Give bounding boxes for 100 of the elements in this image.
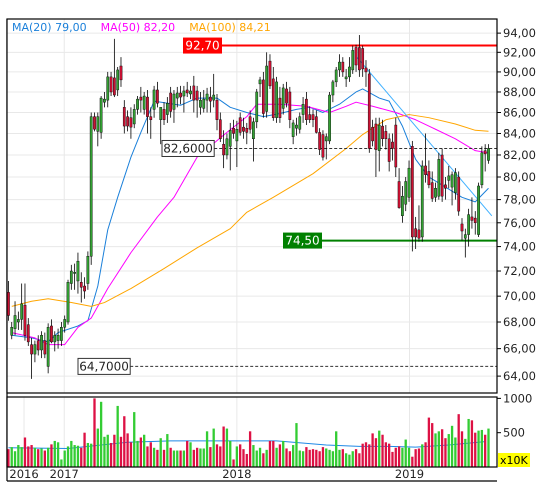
bar — [428, 418, 430, 467]
candlestick — [40, 330, 43, 359]
y-tick-label: 1000 — [503, 391, 532, 406]
y-tick-label: 500 — [503, 426, 525, 440]
candlestick — [139, 86, 142, 113]
bar — [421, 444, 424, 467]
candlestick — [73, 263, 76, 290]
bar — [143, 434, 146, 467]
bar — [169, 448, 172, 467]
y-tick-label: 74,00 — [503, 240, 536, 254]
bar — [362, 444, 364, 467]
bar — [140, 437, 142, 467]
bar — [262, 453, 265, 467]
ref-line-label: 82,6000 — [163, 141, 213, 156]
bar — [288, 451, 291, 467]
bar — [156, 450, 159, 467]
line-series — [8, 440, 486, 449]
bar — [73, 445, 76, 467]
bar — [480, 430, 484, 467]
bar — [266, 450, 268, 467]
y-tick-label: 76,00 — [503, 216, 536, 230]
bar — [160, 438, 162, 467]
y-axis-title: x10K — [500, 454, 529, 467]
ref-line-label: 92,70 — [185, 38, 220, 53]
bar — [222, 426, 225, 467]
bar — [342, 449, 344, 467]
bar — [64, 450, 66, 467]
bar — [335, 431, 338, 467]
y-tick-label: 78,00 — [503, 192, 536, 207]
candlestick — [172, 90, 176, 124]
bar — [100, 402, 102, 467]
candlestick — [56, 328, 60, 350]
bar — [272, 440, 274, 467]
bar — [484, 434, 486, 467]
y-tick-label: 70,00 — [503, 289, 536, 304]
candlestick — [358, 34, 361, 78]
candlestick — [381, 119, 384, 147]
bar — [239, 444, 242, 467]
bar — [388, 444, 390, 467]
candlestick — [354, 44, 358, 72]
y-tick-label: 86,00 — [503, 105, 536, 120]
candlestick — [130, 106, 132, 140]
bar — [305, 447, 308, 467]
bar — [133, 412, 136, 467]
bar — [186, 440, 188, 467]
bar — [325, 448, 328, 467]
y-tick-label: 72,00 — [503, 264, 536, 278]
bar — [152, 448, 156, 467]
bar — [315, 450, 318, 467]
bar — [106, 434, 109, 467]
bar — [113, 434, 116, 467]
bar — [282, 440, 284, 467]
bar — [458, 414, 460, 467]
x-tick-label: 2018 — [222, 467, 252, 481]
bar — [278, 444, 282, 467]
candlestick — [202, 90, 206, 113]
bar — [438, 431, 440, 467]
text: MA(50) 82,20 — [100, 21, 176, 34]
ref-line-label: 64,7000 — [79, 359, 129, 374]
y-tick-label: 88,00 — [503, 84, 536, 99]
bar — [344, 453, 348, 467]
candlestick — [322, 130, 324, 161]
bar — [248, 431, 252, 467]
candlestick — [113, 38, 116, 98]
ref-line-label: 74,50 — [285, 234, 320, 248]
y-tick-label: 92,00 — [503, 45, 536, 60]
bar — [54, 440, 56, 467]
bar — [90, 444, 92, 467]
bar — [398, 446, 400, 467]
bar — [70, 440, 72, 467]
y-tick-label: 64,00 — [503, 369, 536, 384]
candlestick — [196, 86, 198, 118]
bar — [440, 429, 444, 467]
bar — [467, 418, 470, 467]
bar — [236, 446, 238, 467]
bar — [46, 448, 50, 467]
x-tick-label: 2016 — [9, 467, 39, 481]
bar — [414, 449, 417, 467]
bar — [378, 430, 380, 467]
bar — [10, 447, 13, 467]
bar — [371, 433, 374, 467]
y-tick-label: 80,00 — [503, 170, 536, 184]
candlestick — [189, 86, 192, 100]
bar — [209, 447, 212, 467]
bar — [30, 445, 33, 467]
bar — [394, 448, 397, 467]
text: MA(20) 79,00 — [12, 21, 87, 34]
candlestick — [122, 100, 126, 134]
bar — [150, 442, 152, 467]
bar — [182, 450, 186, 467]
bar — [308, 450, 311, 467]
bar — [37, 449, 40, 467]
y-tick-label: 84,00 — [503, 126, 536, 140]
bar — [196, 448, 198, 467]
candlestick — [295, 117, 298, 136]
bar — [212, 428, 215, 467]
bar — [34, 448, 36, 467]
candlestick — [182, 86, 186, 113]
y-tick-label: 90,00 — [503, 64, 536, 79]
bar — [123, 416, 126, 467]
